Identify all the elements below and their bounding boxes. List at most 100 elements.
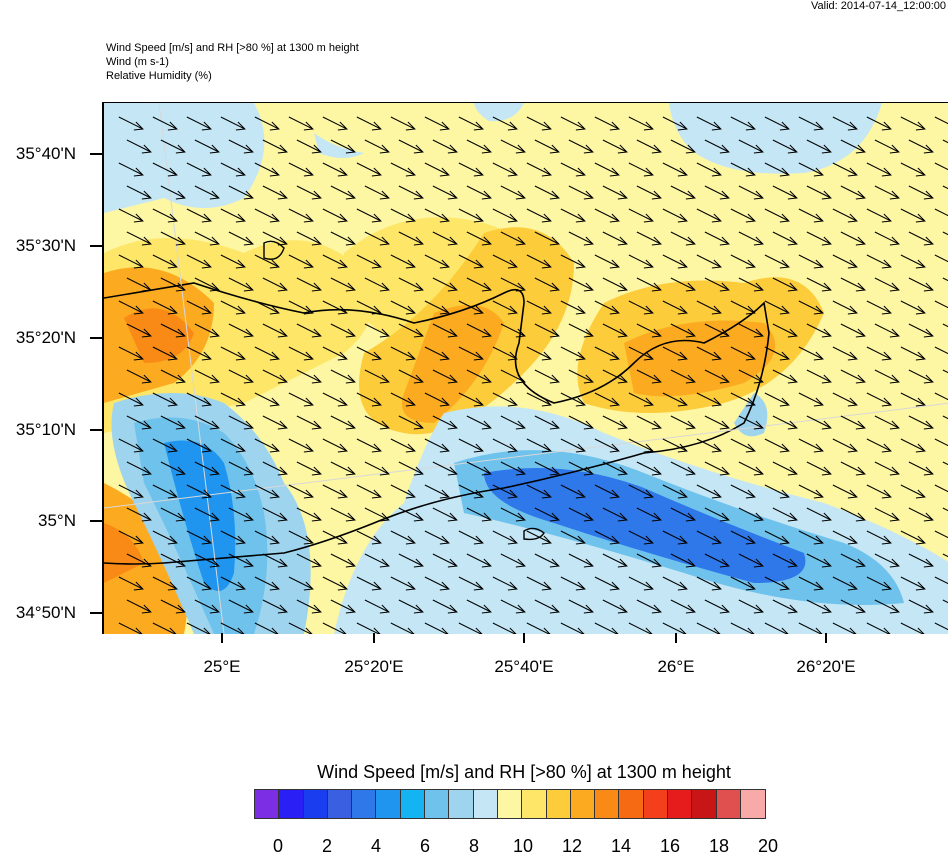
wind-arrow xyxy=(288,438,314,453)
wind-arrow xyxy=(568,599,594,614)
wind-arrow xyxy=(160,323,186,338)
wind-arrow xyxy=(772,139,798,154)
wind-arrow xyxy=(118,300,144,315)
wind-arrow xyxy=(356,116,382,131)
wind-arrow xyxy=(534,507,560,522)
wind-arrow xyxy=(730,346,756,361)
wind-arrow xyxy=(458,392,484,407)
wind-arrow xyxy=(466,139,492,154)
wind-arrow xyxy=(364,277,390,292)
wind-arrow xyxy=(220,438,246,453)
wind-arrow xyxy=(118,530,144,545)
rh-subtitle: Relative Humidity (%) xyxy=(106,70,212,82)
wind-arrow xyxy=(772,323,798,338)
wind-arrow xyxy=(126,507,152,522)
wind-arrow xyxy=(798,162,824,177)
wind-arrow xyxy=(942,323,948,328)
wind-arrow xyxy=(866,346,892,361)
wind-arrow xyxy=(364,415,390,430)
wind-arrow xyxy=(194,461,220,476)
wind-arrow xyxy=(492,254,518,269)
wind-arrow xyxy=(840,139,866,154)
wind-arrow xyxy=(764,162,790,177)
wind-arrow xyxy=(662,484,688,499)
wind-arrow xyxy=(738,369,764,384)
wind-arrow xyxy=(398,553,424,568)
wind-arrow xyxy=(254,346,280,361)
wind-arrow xyxy=(398,277,424,292)
wind-arrow xyxy=(764,300,790,315)
wind-arrow xyxy=(602,599,628,614)
wind-arrow xyxy=(866,530,892,545)
wind-arrow xyxy=(492,530,518,545)
wind-arrow xyxy=(364,185,390,200)
colorbar-swatch xyxy=(352,790,377,818)
wind-arrow xyxy=(560,576,586,591)
wind-arrow xyxy=(560,438,586,453)
wind-arrow xyxy=(696,162,722,177)
wind-arrow xyxy=(186,300,212,315)
wind-arrow xyxy=(798,392,824,407)
wind-arrow xyxy=(492,162,518,177)
wind-arrow xyxy=(764,392,790,407)
wind-arrow xyxy=(152,346,178,361)
wind-arrow xyxy=(262,231,288,246)
wind-arrow xyxy=(228,461,254,476)
wind-arrow xyxy=(806,599,832,614)
wind-arrow xyxy=(874,415,900,430)
wind-arrow xyxy=(186,116,212,131)
wind-arrow xyxy=(390,254,416,269)
graticule-line xyxy=(104,402,948,509)
wind-arrow xyxy=(526,392,552,407)
wind-arrow xyxy=(398,185,424,200)
lat-tick xyxy=(90,153,102,155)
wind-arrow xyxy=(526,162,552,177)
wind-arrow xyxy=(840,507,866,522)
valid-time: Valid: 2014-07-14_12:00:00 xyxy=(811,0,946,12)
wind-arrow xyxy=(934,622,948,631)
wind-arrow xyxy=(840,461,866,476)
wind-arrow xyxy=(390,484,416,499)
wind-arrow xyxy=(432,553,458,568)
wind-arrow xyxy=(152,254,178,269)
wind-arrow xyxy=(874,185,900,200)
wind-subtitle: Wind (m s-1) xyxy=(106,56,169,68)
wind-arrow xyxy=(662,622,687,634)
wind-arrow xyxy=(228,553,254,568)
lat-tick xyxy=(90,520,102,522)
wind-arrow xyxy=(194,553,220,568)
colorbar-label: 6 xyxy=(419,836,431,856)
wind-arrow xyxy=(568,185,594,200)
wind-arrow xyxy=(696,392,722,407)
colorbar-swatch xyxy=(497,790,523,818)
wind-arrow xyxy=(934,438,948,447)
lon-label: 26°20'E xyxy=(796,657,856,676)
wind-arrow xyxy=(322,162,348,177)
wind-zone-west-3 xyxy=(124,308,194,363)
wind-arrow xyxy=(662,208,688,223)
wind-arrow xyxy=(356,392,382,407)
wind-arrow xyxy=(696,208,722,223)
wind-arrow xyxy=(806,323,832,338)
wind-arrow xyxy=(730,300,756,315)
wind-arrow xyxy=(220,346,246,361)
wind-arrow xyxy=(806,415,832,430)
wind-arrow xyxy=(330,415,356,430)
wind-arrow xyxy=(356,622,381,634)
wind-arrow xyxy=(534,599,560,614)
wind-arrow xyxy=(704,415,730,430)
wind-arrow xyxy=(806,553,832,568)
wind-arrow xyxy=(628,622,653,634)
wind-arrow xyxy=(942,461,948,466)
wind-arrow xyxy=(186,392,212,407)
wind-arrow xyxy=(152,392,178,407)
wind-arrow xyxy=(262,185,288,200)
wind-arrow xyxy=(738,231,764,246)
wind-arrow xyxy=(866,484,892,499)
wind-arrow xyxy=(160,231,186,246)
wind-arrow xyxy=(628,392,654,407)
wind-arrow xyxy=(296,553,322,568)
colorbar-swatch xyxy=(643,790,669,818)
wind-arrow xyxy=(764,484,790,499)
wind-arrow xyxy=(568,461,594,476)
